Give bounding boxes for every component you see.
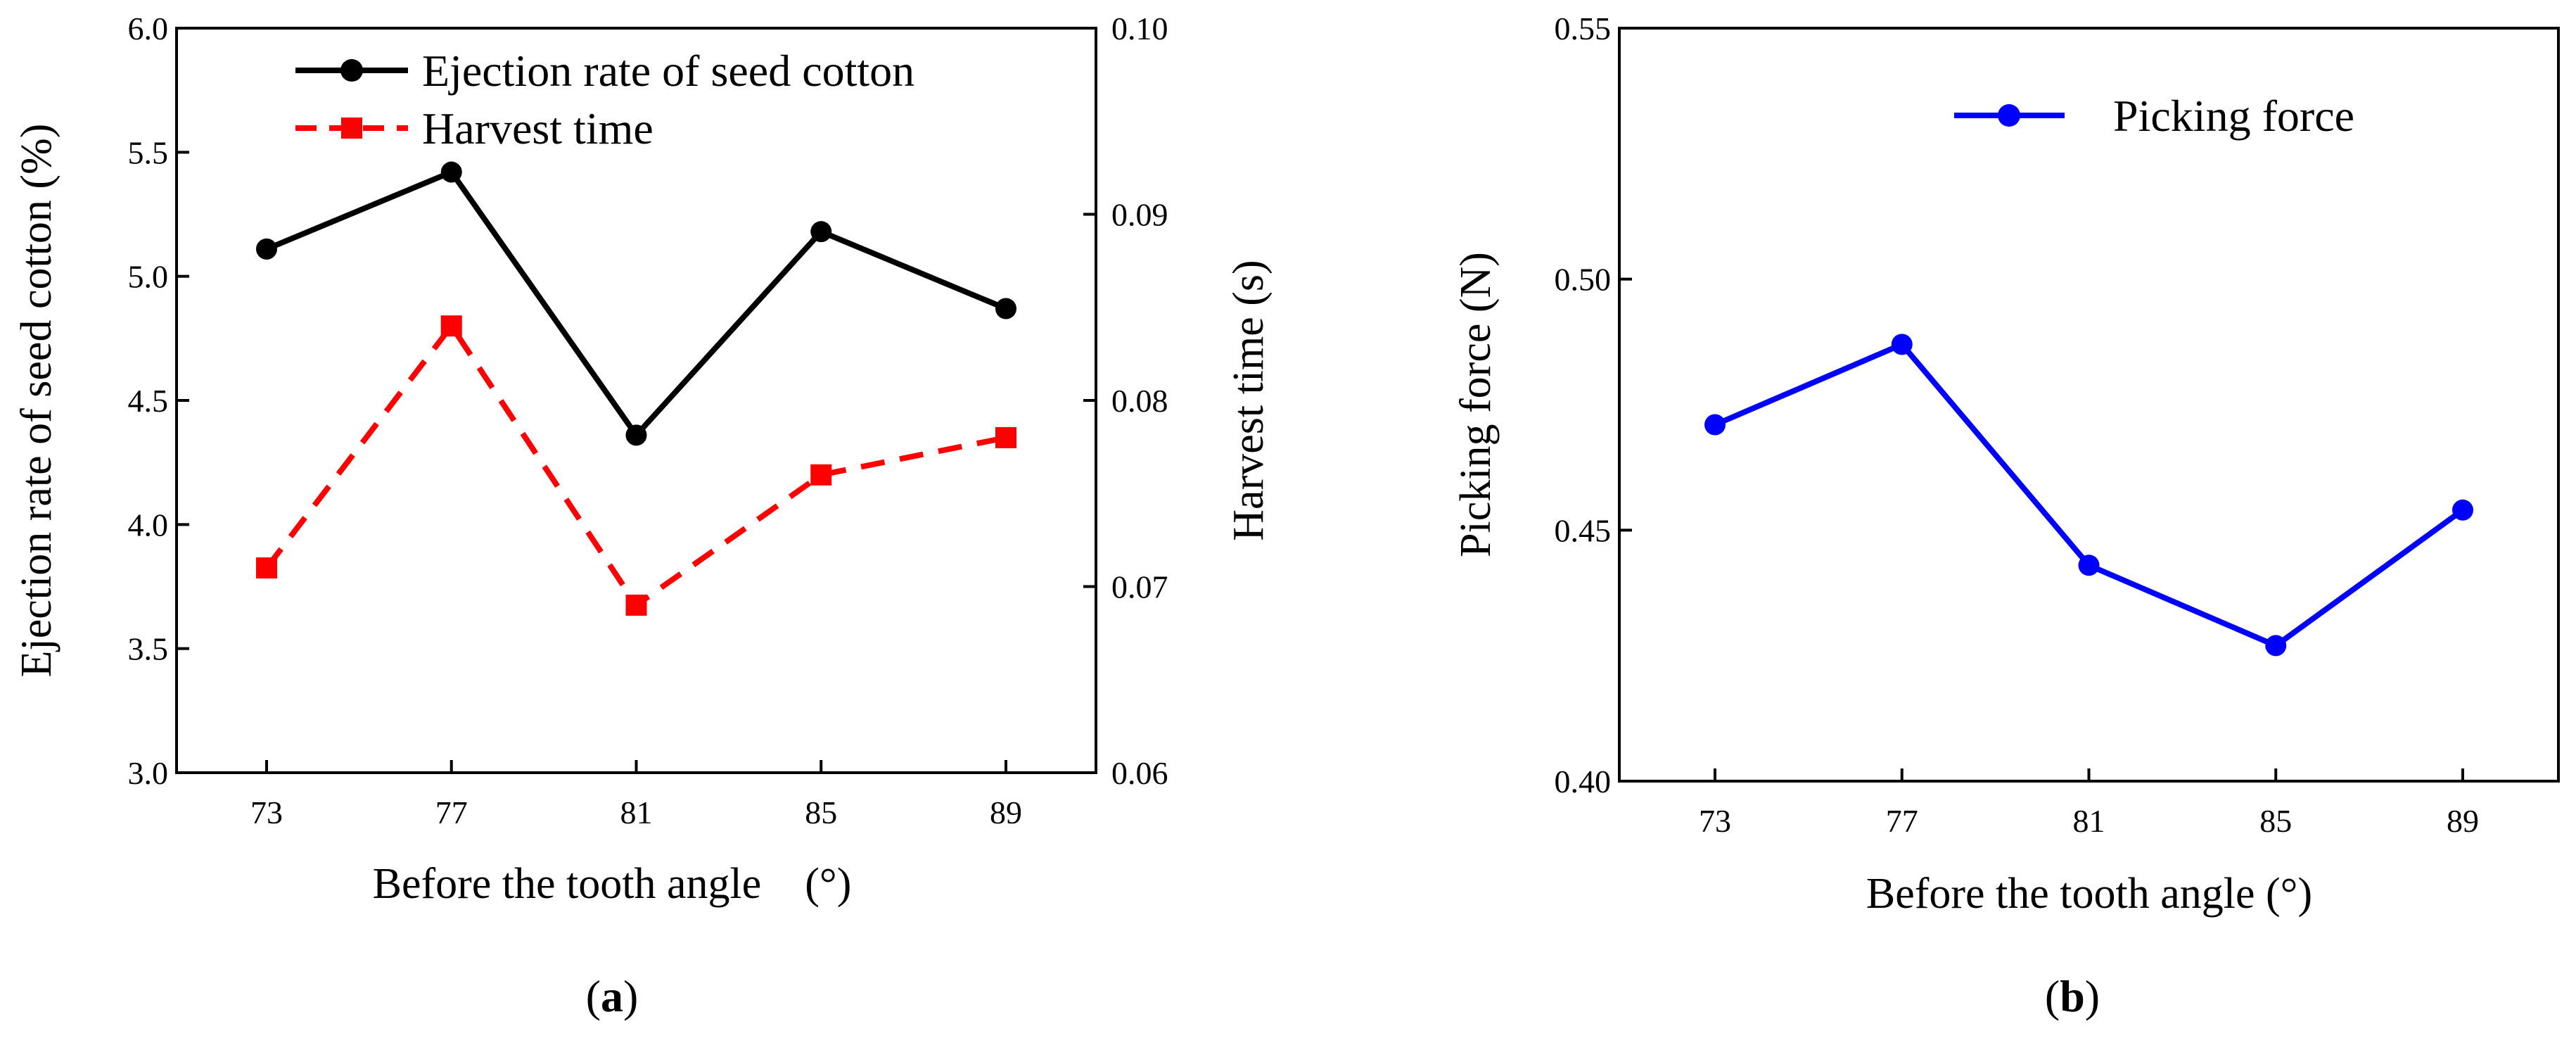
y-right-tick-label: 0.06 (1111, 755, 1168, 791)
data-point-picking-force (2078, 555, 2100, 576)
data-point-ejection-rate-of-seed-cotton (625, 424, 647, 446)
legend-label-picking: Picking force (2113, 91, 2354, 141)
y-right-tick-label: 0.08 (1111, 383, 1168, 419)
legend-marker-ejection (340, 59, 363, 82)
data-point-picking-force (2452, 499, 2473, 521)
panel-b-close-paren: ) (2085, 971, 2100, 1021)
data-point-ejection-rate-of-seed-cotton (995, 298, 1016, 319)
y-tick-label: 0.40 (1555, 764, 1612, 799)
y-tick-label: 3.5 (128, 631, 169, 667)
y-right-tick-label: 0.07 (1111, 569, 1168, 605)
series-line-picking-force (1714, 341, 2465, 649)
chart-b: 0.40 0.45 0.50 0.55 73 77 81 85 89 Picking forc… (1452, 11, 2560, 1021)
y-tick-label: 0.55 (1555, 11, 1612, 46)
y-right-tick-label: 0.09 (1111, 197, 1168, 233)
y-tick-label: 5.0 (128, 259, 169, 295)
chart-b-left-ticks: 0.40 0.45 0.50 0.55 (1555, 11, 1632, 799)
panel-a-close-paren: ) (623, 971, 638, 1021)
panel-b-letter: b (2060, 971, 2085, 1021)
x-tick-label: 73 (1699, 803, 1731, 839)
data-point-picking-force (1704, 414, 1726, 436)
data-point-harvest-time (995, 426, 1016, 448)
legend-marker-picking (1998, 104, 2020, 127)
x-tick-label: 85 (2259, 803, 2292, 839)
data-point-picking-force (1891, 334, 1913, 355)
data-point-ejection-rate-of-seed-cotton (810, 221, 832, 243)
chart-b-panel-label: (b) (2045, 971, 2100, 1021)
chart-a-left-ticks: 3.0 3.5 4.0 4.5 5.0 5.5 6.0 (128, 11, 189, 791)
chart-a-right-ticks: 0.06 0.07 0.08 0.09 0.10 (1083, 11, 1168, 791)
panel-a-letter: a (601, 971, 623, 1021)
panel-b-open-paren: ( (2045, 971, 2060, 1021)
y-tick-label: 3.0 (128, 755, 169, 791)
chart-b-legend: Picking force (1954, 91, 2354, 141)
series-line-ejection-rate-of-seed-cotton (265, 168, 1007, 440)
x-tick-label: 89 (990, 795, 1022, 830)
chart-b-series (1704, 334, 2473, 657)
data-point-ejection-rate-of-seed-cotton (256, 238, 277, 260)
y-tick-label: 5.5 (128, 134, 169, 170)
chart-a-x-label: Before the tooth angle (°) (373, 860, 852, 908)
chart-b-x-label: Before the tooth angle (°) (1866, 870, 2312, 918)
data-point-ejection-rate-of-seed-cotton (440, 161, 462, 183)
data-point-harvest-time (810, 464, 832, 486)
x-tick-label: 81 (620, 795, 653, 830)
x-tick-label: 81 (2073, 803, 2105, 839)
x-tick-label: 85 (805, 795, 837, 830)
chart-a-legend: Ejection rate of seed cotton Harvest tim… (295, 46, 914, 153)
chart-a-series (256, 161, 1016, 616)
chart-a-y-left-label: Ejection rate of seed cotton (%) (13, 124, 60, 678)
series-line-harvest-time (264, 321, 1007, 609)
data-point-picking-force (2265, 635, 2287, 657)
y-tick-label: 0.45 (1555, 512, 1612, 548)
legend-label-harvest: Harvest time (422, 103, 653, 153)
chart-b-y-label: Picking force (N) (1452, 252, 1500, 557)
panel-a-open-paren: ( (586, 971, 601, 1021)
data-point-harvest-time (256, 557, 277, 579)
y-tick-label: 4.5 (128, 383, 169, 419)
y-tick-label: 0.50 (1555, 262, 1612, 298)
legend-marker-harvest (341, 118, 362, 139)
y-tick-label: 4.0 (128, 507, 169, 543)
data-point-harvest-time (440, 315, 462, 337)
chart-a-y-right-label: Harvest time (s) (1225, 260, 1273, 540)
y-right-tick-label: 0.10 (1111, 11, 1168, 46)
x-tick-label: 89 (2447, 803, 2479, 839)
x-tick-label: 77 (435, 795, 468, 830)
x-tick-label: 73 (250, 795, 283, 830)
legend-label-ejection: Ejection rate of seed cotton (422, 46, 914, 96)
chart-a-panel-label: (a) (586, 971, 639, 1021)
chart-b-x-ticks: 73 77 81 85 89 (1699, 768, 2479, 839)
chart-a-x-ticks: 73 77 81 85 89 (250, 760, 1022, 830)
x-tick-label: 77 (1886, 803, 1918, 839)
chart-a: 3.03.54.04.55.05.56.0 0.060.070.080.090.… (13, 11, 1273, 1021)
y-tick-label: 6.0 (128, 11, 169, 46)
data-point-harvest-time (625, 594, 647, 616)
